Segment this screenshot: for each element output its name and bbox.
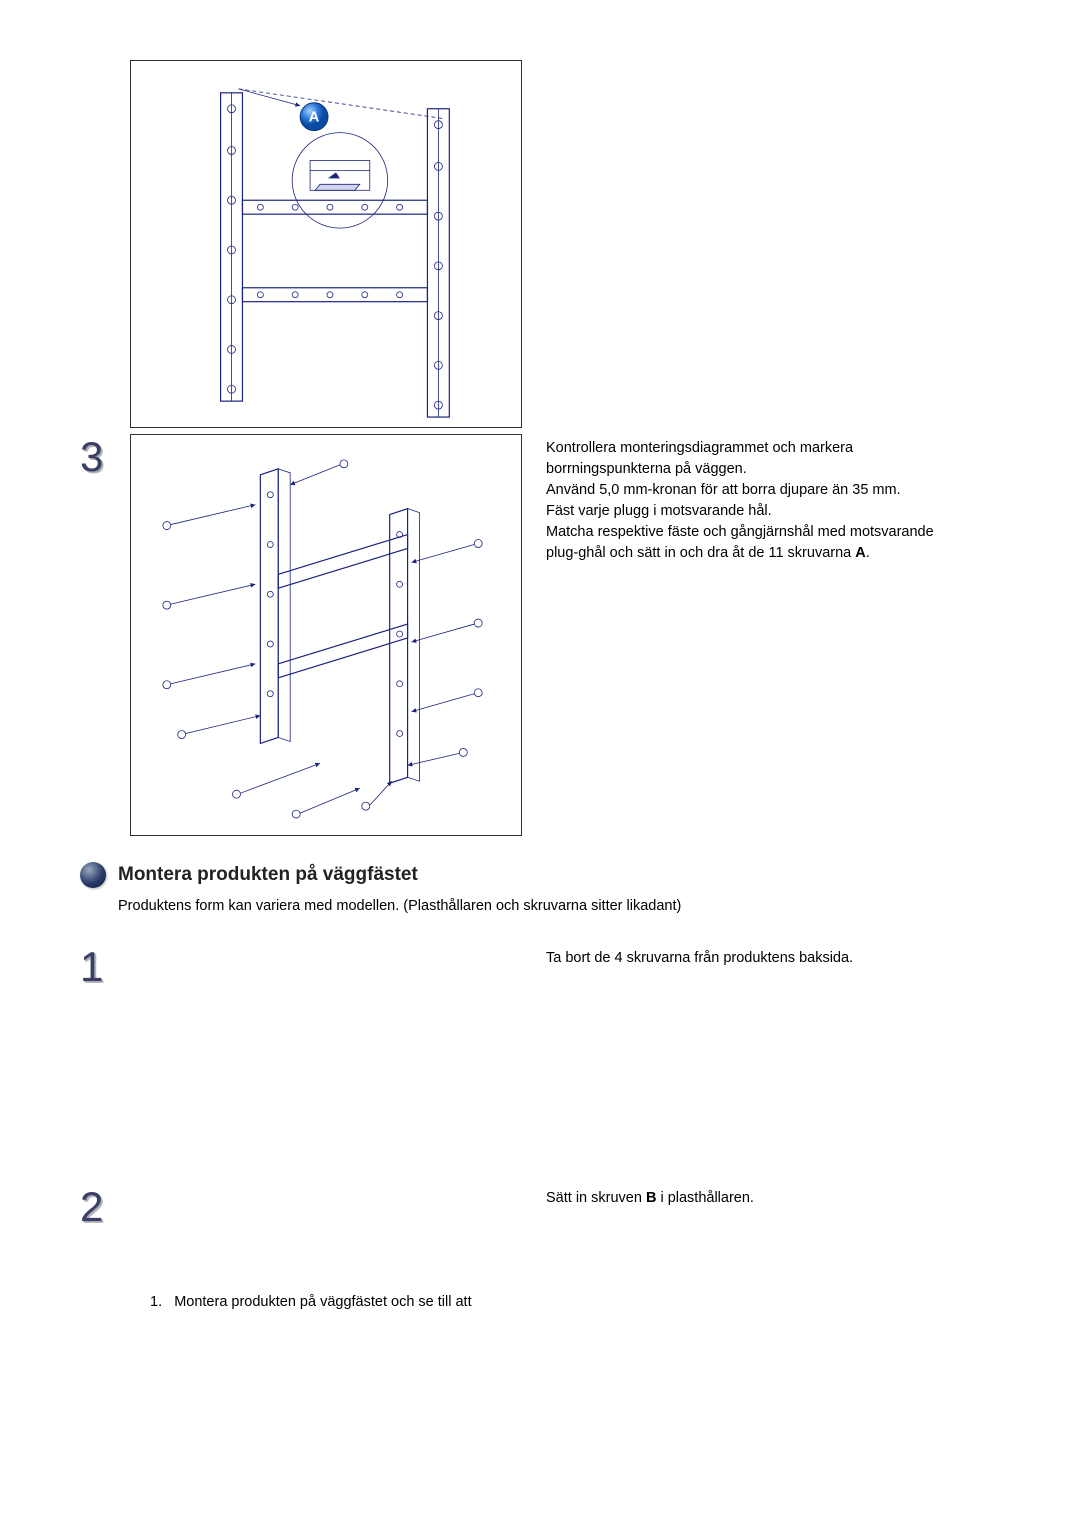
step-2-bold: B: [646, 1190, 656, 1206]
step-3-line-1: Kontrollera monteringsdiagrammet och mar…: [546, 438, 942, 480]
step-3-row: 3: [80, 434, 1000, 836]
figure-3-svg: [131, 435, 521, 835]
bottom-list-text: Montera produkten på väggfästet och se t…: [174, 1294, 471, 1310]
section-title: Montera produkten på väggfästet: [118, 864, 418, 886]
step-2-number: 2: [80, 1184, 130, 1228]
marker-a-label: A: [309, 110, 320, 126]
figure-top-wrap: A: [80, 60, 1000, 428]
figure-top-svg: A: [131, 61, 521, 427]
step-1-text: Ta bort de 4 skruvarna från produktens b…: [522, 944, 853, 969]
bottom-list-num: 1.: [150, 1294, 162, 1310]
section-heading: Montera produkten på väggfästet: [80, 862, 1000, 888]
step-2-post: i plasthållaren.: [656, 1190, 754, 1206]
step-3-period: .: [866, 545, 870, 561]
step-3-line-2: Använd 5,0 mm-kronan för att borra djupa…: [546, 480, 942, 501]
step-3-bold-a: A: [855, 545, 865, 561]
section-subtitle: Produktens form kan variera med modellen…: [118, 898, 1000, 914]
step-1-number: 1: [80, 944, 130, 988]
figure-3: [130, 434, 522, 836]
page: A 3: [0, 0, 1080, 1350]
step-2-pre: Sätt in skruven: [546, 1190, 646, 1206]
bullet-icon: [80, 862, 106, 888]
step-3-number: 3: [80, 434, 130, 478]
step-3-text: Kontrollera monteringsdiagrammet och mar…: [522, 434, 942, 564]
step-3-line-4: Matcha respektive fäste och gångjärnshål…: [546, 522, 942, 564]
step-2-text: Sätt in skruven B i plasthållaren.: [522, 1184, 754, 1209]
step-2-row: 2 Sätt in skruven B i plasthållaren.: [80, 1184, 1000, 1254]
figure-top: A: [130, 60, 522, 428]
step-1-row: 1 Ta bort de 4 skruvarna från produktens…: [80, 944, 1000, 1174]
bottom-list: 1. Montera produkten på väggfästet och s…: [150, 1294, 1000, 1310]
step-3-line-4-main: Matcha respektive fäste och gångjärnshål…: [546, 524, 934, 561]
step-3-line-3: Fäst varje plugg i motsvarande hål.: [546, 501, 942, 522]
